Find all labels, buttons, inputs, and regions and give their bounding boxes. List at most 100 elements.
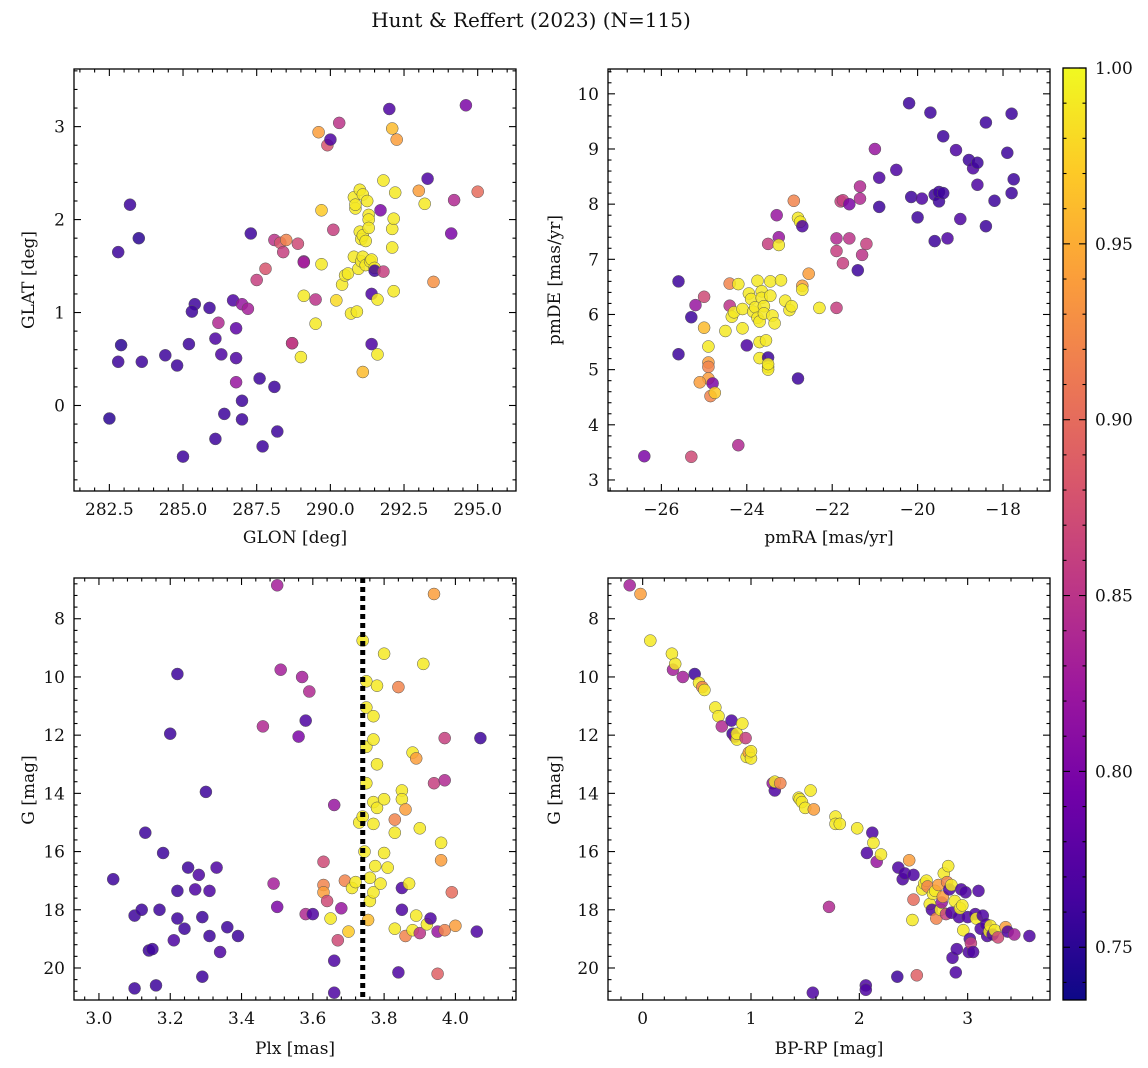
scatter-point — [341, 267, 355, 280]
scatter-point — [957, 923, 970, 937]
scatter-point — [764, 289, 777, 302]
scatter-point — [417, 657, 430, 671]
scatter-point — [413, 926, 427, 940]
scatter-points — [106, 579, 487, 999]
scatter-point — [203, 301, 216, 315]
scatter-point — [444, 227, 458, 240]
scatter-point — [196, 970, 209, 983]
scatter-point — [830, 244, 843, 258]
y-tick-label: 8 — [588, 610, 599, 630]
scatter-point — [774, 776, 787, 790]
x-axis-label: Plx [mas] — [255, 1039, 335, 1059]
scatter-point — [412, 184, 426, 198]
scatter-point — [751, 274, 764, 288]
panel-plx-g: 3.0 3.2 3.4 3.6 3.8 4.0 8 10 12 14 16 18 20 Plx [mas… — [19, 577, 517, 1059]
axes-frame — [607, 577, 1051, 1001]
scatter-point — [906, 913, 919, 927]
scatter-point — [804, 784, 817, 797]
y-tick-label: 10 — [43, 668, 65, 688]
scatter-point — [176, 450, 190, 463]
scatter-point — [910, 969, 924, 982]
scatter-point — [928, 234, 941, 248]
scatter-point — [764, 275, 777, 288]
scatter-point — [330, 294, 343, 307]
scatter-point — [367, 733, 380, 746]
scatter-point — [268, 380, 281, 394]
tick-labels: −26 −24 −22 −20 −18 3 4 5 6 7 8 9 10 — [577, 85, 1021, 520]
colorbar-tick-label: 1.00 — [1095, 59, 1133, 79]
scatter-point — [949, 966, 963, 979]
scatter-point — [159, 349, 172, 362]
scatter-point — [342, 925, 355, 938]
scatter-point — [668, 657, 682, 671]
scatter-point — [229, 351, 243, 365]
scatter-point — [385, 241, 399, 254]
scatter-point — [297, 289, 311, 303]
scatter-point — [374, 877, 387, 890]
scatter-point — [644, 634, 657, 647]
scatter-point — [949, 143, 963, 157]
scatter-point — [218, 407, 231, 421]
x-tick-label: −22 — [814, 500, 850, 520]
scatter-point — [427, 587, 441, 601]
scatter-point — [623, 579, 636, 592]
scatter-point — [299, 714, 312, 727]
y-axis-label: GLAT [deg] — [19, 231, 39, 329]
scatter-point — [759, 334, 773, 347]
tick-marks — [74, 69, 516, 491]
x-tick-label: 3.8 — [371, 1009, 398, 1029]
y-tick-label: 3 — [54, 118, 65, 138]
scatter-point — [761, 357, 775, 371]
scatter-point — [902, 854, 916, 867]
scatter-point — [959, 886, 972, 899]
scatter-point — [872, 171, 886, 184]
scatter-point — [872, 200, 886, 214]
tick-labels: 282.5 285.0 287.5 290.0 292.5 295.0 0 1 2 3 — [54, 118, 502, 520]
scatter-point — [409, 752, 423, 765]
scatter-point — [744, 744, 758, 758]
scatter-point — [891, 970, 904, 983]
y-tick-label: 1 — [54, 304, 65, 324]
scatter-point — [708, 386, 722, 400]
x-tick-label: 3.2 — [157, 1009, 184, 1029]
x-tick-label: 287.5 — [232, 500, 281, 520]
scatter-point — [911, 211, 924, 224]
colorbar-tick-label: 0.95 — [1095, 235, 1133, 255]
scatter-point — [732, 277, 745, 291]
scatter-point — [270, 900, 284, 914]
scatter-point — [294, 350, 308, 364]
scatter-point — [241, 302, 255, 316]
scatter-point — [902, 96, 916, 110]
scatter-point — [163, 727, 177, 740]
x-tick-label: −26 — [643, 500, 679, 520]
scatter-point — [924, 106, 937, 119]
scatter-point — [171, 667, 184, 681]
scatter-point — [438, 923, 451, 937]
x-axis-label: GLON [deg] — [243, 528, 347, 548]
scatter-point — [171, 884, 184, 898]
colorbar-tick-label: 0.85 — [1095, 587, 1133, 607]
tick-marks — [608, 578, 1050, 1000]
scatter-point — [192, 868, 206, 882]
x-tick-label: 3.0 — [85, 1009, 112, 1029]
figure-title: Hunt & Reffert (2023) (N=115) — [371, 8, 691, 32]
scatter-point — [303, 685, 316, 698]
scatter-point — [392, 966, 405, 979]
scatter-point — [324, 133, 337, 146]
scatter-point — [368, 859, 382, 873]
y-tick-label: 12 — [43, 726, 65, 746]
scatter-point — [719, 324, 732, 338]
scatter-point — [941, 232, 954, 245]
y-axis-label: pmDE [mas/yr] — [545, 215, 565, 345]
x-tick-label: 282.5 — [85, 500, 134, 520]
scatter-point — [434, 836, 448, 850]
scatter-point — [367, 709, 380, 723]
scatter-point — [1008, 928, 1021, 941]
scatter-point — [178, 922, 191, 935]
scatter-point — [285, 336, 299, 350]
x-tick-label: 4.0 — [442, 1009, 469, 1029]
scatter-point — [860, 846, 874, 860]
scatter-point — [335, 902, 348, 915]
scatter-point — [979, 219, 993, 233]
scatter-point — [153, 903, 166, 917]
